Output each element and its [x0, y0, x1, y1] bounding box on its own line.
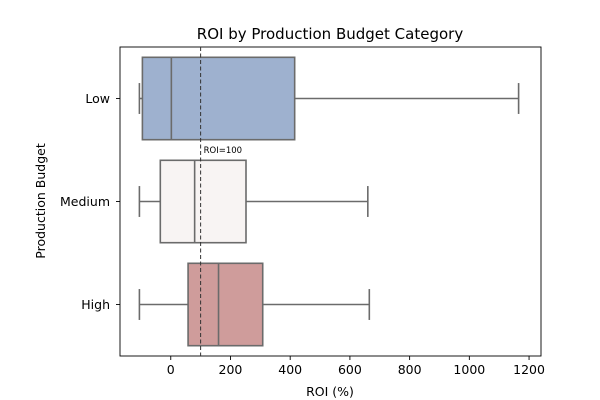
box-group-low: [138, 56, 520, 141]
y-tick-label: High: [81, 297, 110, 312]
box-group-medium: [138, 159, 369, 244]
chart-marks: ROI=100: [138, 47, 520, 356]
x-tick-label: 0: [167, 362, 175, 377]
chart-title: ROI by Production Budget Category: [197, 25, 464, 43]
x-axis-label: ROI (%): [306, 384, 354, 399]
box-group-high: [138, 262, 371, 347]
y-axis: Low Medium High: [60, 91, 120, 312]
reference-line-label: ROI=100: [204, 146, 242, 156]
y-tick-label: Low: [85, 91, 110, 106]
iqr-box: [187, 262, 264, 347]
x-tick-label: 1200: [513, 362, 545, 377]
x-tick-label: 200: [219, 362, 243, 377]
iqr-box: [159, 159, 247, 244]
x-tick-label: 600: [338, 362, 362, 377]
y-tick-label: Medium: [60, 194, 110, 209]
y-axis-label: Production Budget: [33, 143, 48, 259]
x-axis: 0 200 400 600 800 1000 1200: [167, 356, 545, 377]
x-tick-label: 1000: [453, 362, 485, 377]
iqr-box: [141, 56, 296, 141]
x-tick-label: 800: [398, 362, 422, 377]
x-tick-label: 400: [278, 362, 302, 377]
